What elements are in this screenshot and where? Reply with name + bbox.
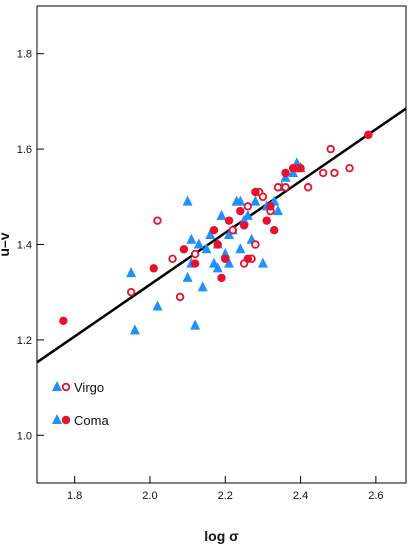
- data-point: [364, 130, 373, 139]
- data-point: [153, 216, 162, 225]
- y-tick-label: 1.6: [17, 144, 32, 156]
- x-tick-label: 2.0: [142, 490, 157, 502]
- data-point: [273, 183, 283, 192]
- data-point: [193, 238, 204, 249]
- data-point: [251, 240, 260, 249]
- data-point: [258, 192, 268, 201]
- data-point: [251, 187, 260, 197]
- x-tick-label: 2.2: [218, 490, 233, 502]
- data-point: [250, 195, 261, 206]
- data-point: [262, 216, 271, 225]
- data-point: [197, 281, 208, 292]
- fit-line-group: [36, 107, 407, 364]
- data-point: [281, 168, 290, 178]
- data-point: [242, 209, 253, 220]
- data-point: [266, 202, 275, 211]
- data-point: [205, 228, 216, 239]
- data-point: [186, 233, 197, 244]
- legend-label-virgo: Virgo: [74, 380, 104, 395]
- data-point: [243, 202, 253, 211]
- x-tick-label: 2.6: [368, 490, 383, 502]
- legend: Virgo Coma: [52, 380, 109, 428]
- data-point: [236, 206, 245, 216]
- legend-marker: [52, 414, 62, 424]
- data-point: [281, 183, 290, 192]
- legend-label-coma: Coma: [74, 413, 109, 428]
- data-point: [318, 168, 328, 178]
- data-point: [243, 254, 253, 264]
- data-point: [239, 221, 249, 230]
- data-point: [59, 316, 68, 326]
- data-point: [175, 292, 185, 302]
- data-point: [257, 257, 268, 268]
- data-point: [235, 243, 246, 254]
- data-point: [224, 216, 234, 225]
- data-point: [201, 243, 212, 254]
- x-tick-label: 2.4: [293, 490, 308, 502]
- data-point: [228, 225, 237, 235]
- fit-line: [36, 107, 407, 364]
- legend-marker: [52, 381, 62, 391]
- data-point: [288, 163, 298, 173]
- data-point: [270, 225, 279, 235]
- data-point: [212, 262, 223, 273]
- data-point: [326, 144, 335, 154]
- data-point: [213, 240, 222, 249]
- data-point: [149, 264, 158, 273]
- y-tick-label: 1.8: [17, 49, 32, 61]
- axis-ticks: 1.8 2.0 2.2 2.4 2.6 1.0 1.2 1.4 1.6 1.8: [17, 49, 384, 502]
- data-point: [168, 254, 177, 264]
- data-point: [296, 163, 305, 173]
- data-point: [126, 267, 137, 278]
- data-point: [224, 257, 235, 268]
- data-point: [330, 168, 339, 178]
- data-points: [59, 130, 373, 335]
- data-point: [190, 249, 200, 259]
- y-tick-label: 1.0: [17, 430, 32, 442]
- data-point: [179, 245, 189, 254]
- y-tick-label: 1.4: [17, 240, 32, 252]
- data-point: [235, 195, 246, 206]
- data-point: [216, 209, 227, 220]
- data-point: [182, 195, 193, 206]
- data-point: [129, 324, 140, 335]
- legend-marker: [61, 382, 71, 392]
- data-point: [209, 225, 219, 235]
- data-point: [272, 205, 283, 216]
- data-point: [126, 288, 136, 297]
- data-point: [190, 319, 201, 330]
- data-point: [217, 273, 226, 283]
- y-axis-label: u–v: [0, 232, 12, 256]
- data-point: [345, 163, 354, 173]
- legend-marker: [61, 415, 71, 425]
- data-point: [152, 300, 163, 311]
- x-axis-label: log σ: [204, 528, 239, 544]
- y-tick-label: 1.2: [17, 335, 32, 347]
- data-point: [190, 259, 200, 268]
- data-point: [303, 183, 313, 192]
- data-point: [221, 254, 230, 264]
- data-point: [182, 271, 193, 282]
- x-tick-label: 1.8: [67, 490, 82, 502]
